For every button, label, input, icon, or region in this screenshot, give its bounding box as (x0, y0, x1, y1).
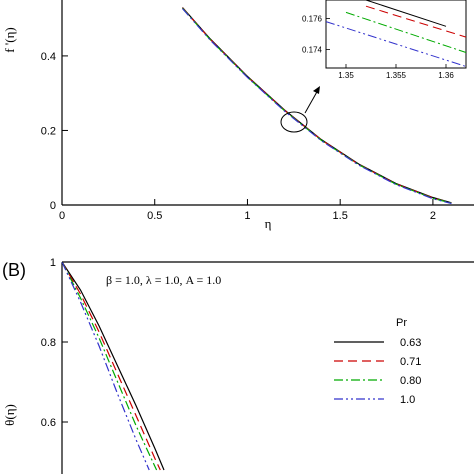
panel-a-y-axis-title: f '(η) (2, 27, 17, 52)
panel-a-x-tick-label: 0 (59, 210, 65, 222)
inset-series-1-line (365, 0, 447, 27)
panel-a-x-tick-label: 1 (244, 210, 250, 222)
zoom-ellipse (280, 111, 308, 133)
inset-y-tick-label: 0.176 (302, 15, 323, 24)
panel-b-y-ticks: 1 0.8 0.6 (41, 257, 68, 429)
panel-a-series-3-line (182, 7, 452, 204)
legend-label-3: 0.80 (400, 375, 421, 387)
panel-b-series (61, 261, 165, 471)
panel-a-x-tick-label: 0.5 (147, 210, 162, 222)
panel-a-x-ticks: 0 0.5 1 1.5 2 (59, 199, 436, 222)
panel-b-parameters: β = 1.0, λ = 1.0, A = 1.0 (106, 273, 221, 287)
inset-frame (325, 0, 467, 69)
panel-a: 0 0.5 1 1.5 2 0 0.2 0.4 η f '(η) 1.35 1.355 1.36… (2, 0, 474, 231)
inset-series-4-line (325, 21, 467, 67)
panel-b-y-tick-label: 0.8 (41, 337, 56, 349)
panel-b-y-tick-label: 1 (50, 257, 56, 269)
panel-a-y-ticks: 0 0.2 0.4 (41, 51, 68, 212)
legend-label-1: 0.63 (400, 337, 421, 349)
legend-label-2: 0.71 (400, 356, 421, 368)
panel-a-x-tick-label: 2 (430, 210, 436, 222)
inset-y-tick-label: 0.174 (302, 45, 323, 54)
inset-plot: 1.35 1.355 1.36 0.174 0.176 (302, 0, 467, 80)
panel-b-series-4-line (61, 261, 150, 471)
legend-entries: 0.63 0.71 0.80 1.0 (334, 337, 421, 406)
panel-b-y-tick-label: 0.6 (41, 417, 56, 429)
panel-a-series (182, 7, 452, 205)
inset-y-ticks: 0.174 0.176 (302, 15, 330, 54)
panel-a-y-tick-label: 0.2 (41, 125, 56, 137)
inset-x-tick-label: 1.35 (338, 71, 354, 80)
legend-title: Pr (396, 317, 407, 329)
panel-a-x-tick-label: 1.5 (333, 210, 348, 222)
panel-a-y-tick-label: 0.4 (41, 51, 56, 63)
panel-b-series-1-line (61, 261, 165, 471)
inset-series-3-line (345, 11, 467, 53)
panel-b-label: (B) (2, 260, 26, 280)
panel-b-y-axis-title: θ(η) (2, 404, 17, 426)
legend-label-4: 1.0 (400, 394, 415, 406)
panel-a-x-axis-title: η (265, 216, 272, 231)
zoom-arrow-head (313, 86, 320, 94)
inset-series-2-line (365, 5, 467, 38)
inset-x-tick-label: 1.36 (438, 71, 454, 80)
inset-x-tick-label: 1.355 (386, 71, 407, 80)
panel-b-series-2-line (61, 261, 161, 471)
inset-series (325, 0, 467, 67)
panel-a-y-tick-label: 0 (50, 200, 56, 212)
panel-b-series-3-line (61, 261, 158, 471)
panel-a-series-4-line (182, 8, 452, 205)
panel-b: (B) 1 0.8 0.6 θ(η) β = 1.0, λ = 1.0, A = 1… (2, 257, 474, 474)
inset-x-ticks: 1.35 1.355 1.36 (338, 64, 454, 80)
legend: Pr 0.63 0.71 0.80 1.0 (334, 317, 421, 406)
zoom-arrow-line (304, 89, 319, 114)
